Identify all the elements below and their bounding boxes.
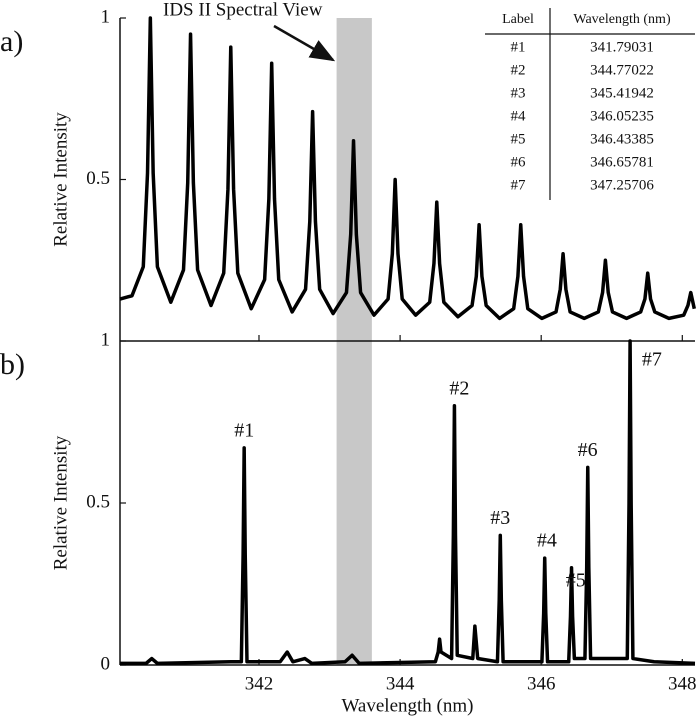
y-axis-label: Relative Intensity — [50, 435, 71, 570]
peak-label: #7 — [642, 349, 662, 371]
peak-label: #3 — [490, 507, 510, 529]
table-cell: #4 — [511, 108, 527, 124]
y-tick-label: 1 — [101, 6, 111, 27]
x-tick-label: 346 — [527, 673, 556, 694]
table-header: Label — [502, 12, 534, 27]
y-axis-label: Relative Intensity — [50, 112, 71, 247]
arrow — [273, 24, 336, 62]
peak-label: #6 — [578, 439, 598, 461]
peak-label: #1 — [234, 420, 254, 442]
table-cell: #1 — [511, 39, 526, 55]
panel-label: b) — [0, 348, 25, 381]
table-cell: 346.43385 — [590, 131, 654, 147]
x-tick-label: 348 — [668, 673, 697, 694]
table-cell: 341.79031 — [590, 39, 654, 55]
table-cell: 345.41942 — [590, 85, 654, 101]
table-cell: 346.65781 — [590, 154, 654, 170]
x-axis-label: Wavelength (nm) — [342, 695, 474, 716]
table-cell: #7 — [511, 177, 527, 193]
table-cell: 347.25706 — [590, 177, 654, 193]
spectrum-line — [119, 16, 697, 321]
x-tick-label: 344 — [386, 673, 415, 694]
peak-label: #2 — [449, 377, 469, 399]
table-cell: #3 — [511, 85, 526, 101]
y-tick-label: 0.5 — [86, 491, 110, 512]
highlight-label: IDS II Spectral View — [163, 0, 323, 20]
y-tick-label: 0 — [101, 653, 111, 674]
y-tick-label: 1 — [101, 329, 111, 350]
table-header: Wavelength (nm) — [573, 12, 671, 27]
table-cell: 346.05235 — [590, 108, 654, 124]
spectrum-line — [120, 339, 696, 666]
panel-label: a) — [0, 25, 23, 58]
peak-label: #4 — [537, 530, 557, 552]
table-cell: #5 — [511, 131, 526, 147]
table-cell: 344.77022 — [590, 62, 654, 78]
table-cell: #6 — [511, 154, 527, 170]
peak-label: #5 — [566, 569, 586, 591]
y-tick-label: 0.5 — [86, 168, 110, 189]
table-cell: #2 — [511, 62, 526, 78]
x-tick-label: 342 — [245, 673, 274, 694]
